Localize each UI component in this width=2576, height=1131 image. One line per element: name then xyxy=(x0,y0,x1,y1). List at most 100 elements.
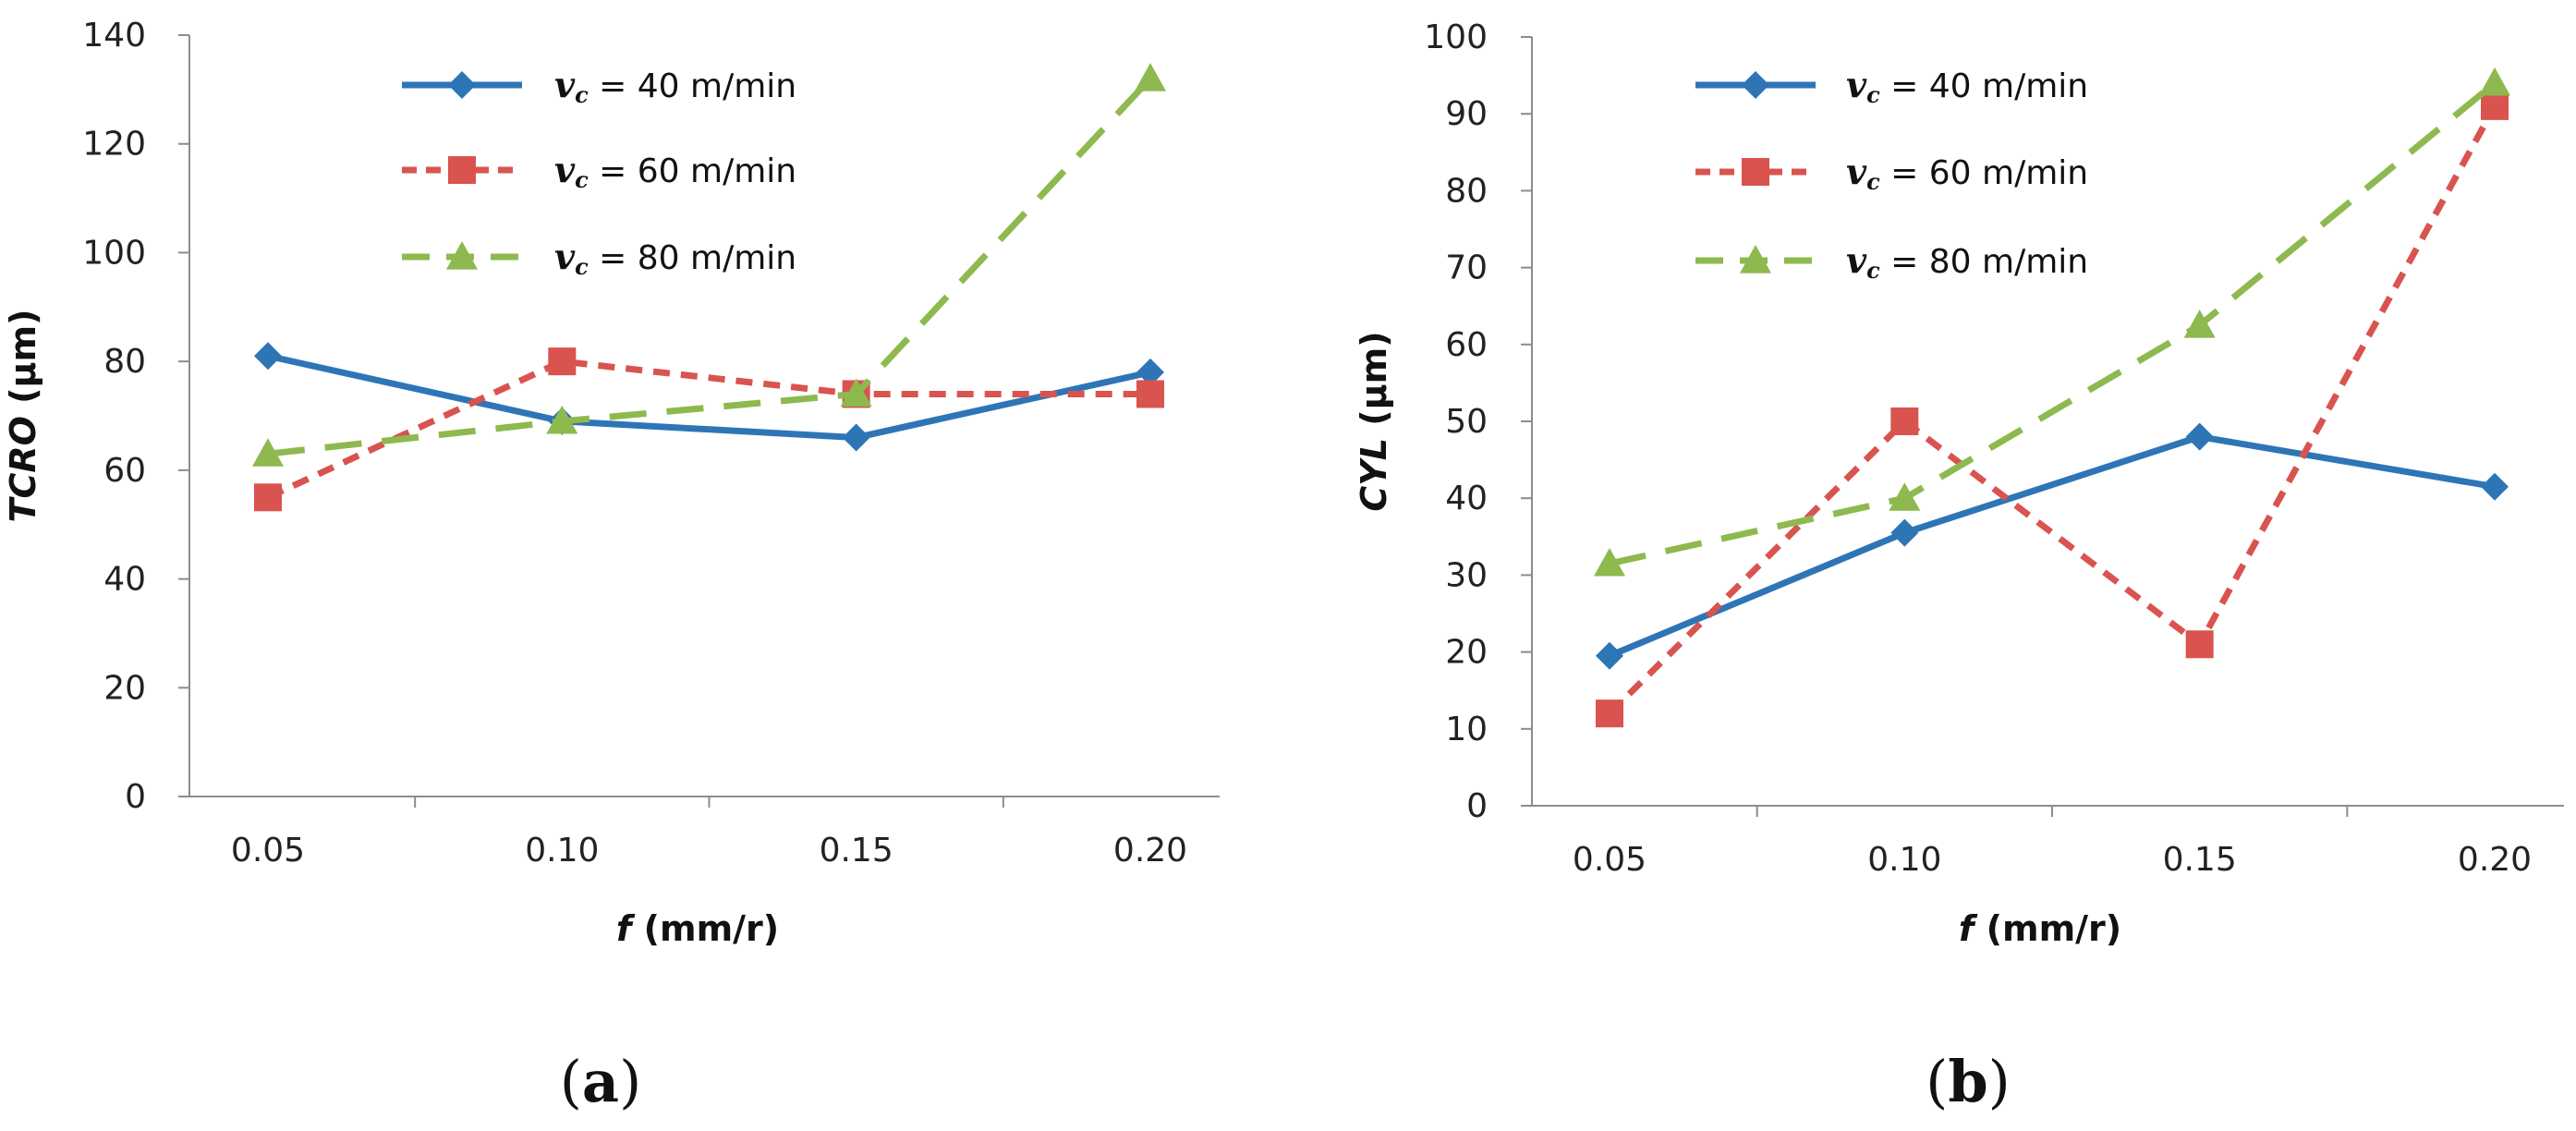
series-line-1 xyxy=(266,358,1150,501)
legend-label: vc = 60 m/min xyxy=(1846,151,2088,195)
x-tick-label: 0.15 xyxy=(820,832,893,870)
legend-diamond-marker xyxy=(448,71,476,99)
legend-symbol: v xyxy=(554,149,576,190)
x-axis-title-symbol: f xyxy=(616,908,636,949)
data-point-square-marker xyxy=(1596,699,1623,728)
x-tick-label: 0.10 xyxy=(1867,841,1941,879)
caption-a: (a) xyxy=(560,1048,642,1115)
y-tick-label: 20 xyxy=(1445,634,1488,672)
data-point-diamond-marker xyxy=(1596,641,1623,670)
legend-label: vc = 40 m/min xyxy=(1846,64,2088,108)
data-point-square-marker xyxy=(2481,91,2509,120)
x-axis-title-unit: (mm/r) xyxy=(1974,908,2121,949)
legend-subscript: c xyxy=(1866,168,1880,195)
data-point-triangle-marker xyxy=(840,378,872,407)
legend-value: = 60 m/min xyxy=(1880,154,2088,192)
data-point-triangle-marker xyxy=(1889,482,1921,511)
y-axis-title-unit: (µm) xyxy=(1354,331,1394,438)
data-point-triangle-marker xyxy=(2479,67,2510,96)
legend-triangle-marker xyxy=(1740,245,1771,274)
legend-item: vc = 40 m/min xyxy=(402,64,796,108)
legend-subscript: c xyxy=(1866,81,1880,108)
data-point-triangle-marker xyxy=(1135,63,1166,91)
legend-label: vc = 80 m/min xyxy=(1846,239,2088,284)
y-tick-label: 60 xyxy=(1445,326,1488,364)
data-point-triangle-marker xyxy=(2183,310,2216,338)
y-tick-label: 100 xyxy=(82,234,146,272)
data-point-square-marker xyxy=(1890,407,1919,435)
chart-b-cyl: 0 10 20 30 40 50 60 70 80 90 100 0.05 0.10 0.15 0.20 f … xyxy=(1354,18,2564,949)
data-point-diamond-marker xyxy=(2185,422,2214,451)
chart-a-tcro: 0 20 40 60 80 100 120 140 0.05 0.10 0.15 0.20 f (mm/… xyxy=(3,17,1220,949)
x-axis-title-unit: (mm/r) xyxy=(631,908,779,949)
legend-symbol: v xyxy=(1846,64,1867,105)
x-tick-label: 0.20 xyxy=(1113,832,1187,870)
data-point-square-marker xyxy=(254,483,282,512)
series-line-0 xyxy=(267,352,1151,442)
y-tick-label: 90 xyxy=(1445,95,1488,133)
x-axis-title: f (mm/r) xyxy=(1959,908,2121,949)
legend-value: = 40 m/min xyxy=(589,67,796,105)
y-tick-label: 10 xyxy=(1445,711,1488,748)
y-tick-label: 70 xyxy=(1445,249,1488,287)
legend-value: = 60 m/min xyxy=(589,152,796,190)
series-line-2 xyxy=(1609,80,2497,567)
x-tick-label: 0.05 xyxy=(1573,841,1646,879)
y-tick-label: 80 xyxy=(103,343,146,381)
data-point-diamond-marker xyxy=(2481,472,2509,501)
data-point-square-marker xyxy=(1136,380,1164,408)
data-point-diamond-marker xyxy=(842,423,870,452)
y-tick-label: 100 xyxy=(1424,18,1488,56)
series-line-2 xyxy=(267,76,1153,457)
legend-square-marker xyxy=(1742,158,1769,186)
data-point-triangle-marker xyxy=(546,405,578,434)
y-tick-label: 140 xyxy=(82,17,146,55)
legend-label: vc = 40 m/min xyxy=(554,64,796,108)
y-axis-title-symbol: TCRO xyxy=(3,416,43,522)
series-line-0 xyxy=(1608,433,2496,659)
y-tick-label: 40 xyxy=(1445,480,1488,517)
legend-subscript: c xyxy=(1866,257,1880,284)
x-tick-label: 0.15 xyxy=(2163,841,2237,879)
y-axis-title-symbol: CYL xyxy=(1354,438,1394,512)
data-point-diamond-marker xyxy=(1136,358,1164,386)
legend-label: vc = 60 m/min xyxy=(554,149,796,193)
x-axis-title: f (mm/r) xyxy=(616,908,779,949)
legend-symbol: v xyxy=(554,64,576,105)
legend-subscript: c xyxy=(575,81,589,108)
series-line-1 xyxy=(1607,104,2498,716)
legend-subscript: c xyxy=(575,166,589,193)
data-point-square-marker xyxy=(2185,630,2214,659)
legend-symbol: v xyxy=(1846,239,1867,281)
y-axis-title: CYL (µm) xyxy=(1354,331,1394,511)
legend-item: vc = 40 m/min xyxy=(1695,64,2088,108)
caption-b: (b) xyxy=(1926,1048,2011,1115)
y-axis-title: TCRO (µm) xyxy=(3,310,43,523)
y-tick-label: 30 xyxy=(1445,556,1488,594)
y-tick-label: 50 xyxy=(1445,403,1488,441)
legend-item: vc = 60 m/min xyxy=(402,149,796,193)
y-tick-label: 80 xyxy=(1445,172,1488,210)
x-tick-label: 0.05 xyxy=(231,832,305,870)
legend-subscript: c xyxy=(575,253,589,280)
y-tick-label: 0 xyxy=(1466,787,1488,825)
legend-symbol: v xyxy=(554,236,576,277)
legend-item: vc = 80 m/min xyxy=(1695,239,2088,284)
legend-value: = 80 m/min xyxy=(1880,243,2088,281)
data-point-diamond-marker xyxy=(254,342,282,371)
y-tick-label: 60 xyxy=(103,452,146,490)
y-axis-title-unit: (µm) xyxy=(3,310,43,417)
data-point-triangle-marker xyxy=(1594,547,1625,577)
legend-triangle-marker xyxy=(446,241,478,270)
y-tick-label: 0 xyxy=(125,778,146,816)
y-tick-label: 20 xyxy=(103,669,146,707)
x-axis-title-symbol: f xyxy=(1959,908,1978,949)
legend-value: = 80 m/min xyxy=(589,239,796,277)
y-tick-label: 120 xyxy=(82,126,146,164)
data-point-diamond-marker xyxy=(1890,518,1919,547)
legend-item: vc = 80 m/min xyxy=(402,236,796,280)
x-tick-label: 0.20 xyxy=(2458,841,2532,879)
